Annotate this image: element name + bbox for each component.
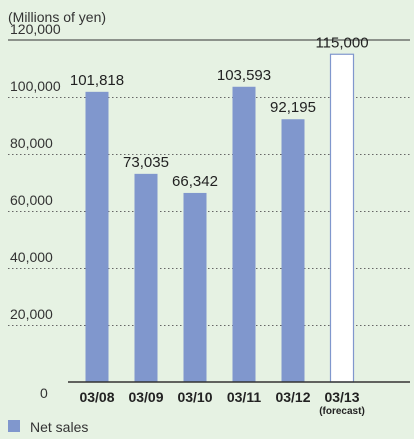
x-tick-label: 03/08 <box>79 389 114 405</box>
x-tick-label: 03/13 <box>324 389 359 405</box>
y-tick-label: 100,000 <box>10 78 61 94</box>
y-tick-labels: 0 20,000 40,000 60,000 80,000 100,000 120,000 <box>10 21 61 401</box>
legend-label-net-sales: Net sales <box>30 419 88 434</box>
bar-03-13 <box>329 53 355 383</box>
y-tick-label: 60,000 <box>10 192 53 208</box>
bar-03-10 <box>183 192 207 382</box>
x-tick-label: 03/12 <box>275 389 310 405</box>
value-label-03-13: 115,000 <box>315 34 368 51</box>
legend-swatch-net-sales <box>8 420 20 432</box>
value-label-03-08: 101,818 <box>70 72 124 89</box>
y-tick-label: 20,000 <box>10 306 53 322</box>
value-label-03-12: 92,195 <box>270 99 316 116</box>
legend: Net sales <box>8 419 88 435</box>
x-tick-labels: 03/08 03/09 03/10 03/11 03/12 03/13(forecast) <box>79 389 364 417</box>
y-tick-label: 0 <box>40 385 48 401</box>
bar-03-11 <box>232 86 256 382</box>
y-tick-label: 80,000 <box>10 135 53 151</box>
y-tick-label: 40,000 <box>10 249 53 265</box>
bars <box>85 53 355 383</box>
unit-label: (Millions of yen) <box>8 9 106 25</box>
bar-03-08 <box>85 91 109 383</box>
x-tick-label: 03/09 <box>128 389 163 405</box>
value-label-03-09: 73,035 <box>123 154 169 171</box>
value-label-03-10: 66,342 <box>172 173 218 190</box>
value-label-03-11: 103,593 <box>217 67 271 84</box>
x-tick-sublabel: (forecast) <box>319 406 365 417</box>
x-tick-label: 03/10 <box>177 389 212 405</box>
x-tick-label: 03/11 <box>227 389 261 405</box>
gridlines <box>8 97 410 326</box>
bar-03-12 <box>281 119 305 382</box>
bar-03-09 <box>134 173 158 382</box>
y-tick-label: 120,000 <box>10 21 61 37</box>
